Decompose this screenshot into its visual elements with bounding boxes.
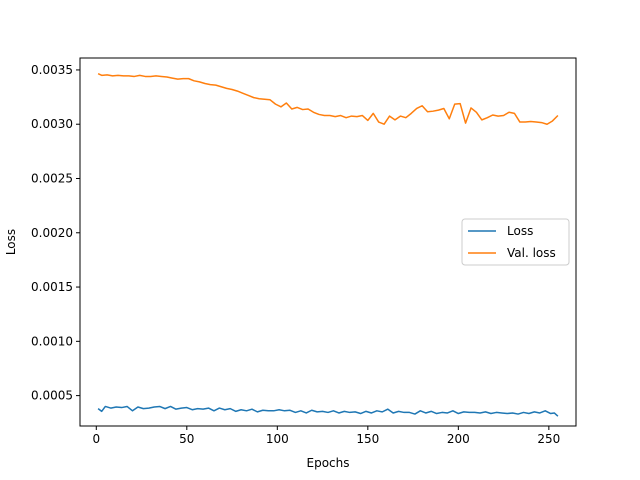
y-axis-ticks: 0.0005 0.0010 0.0015 0.0020 0.0025 0.0030 0.00… bbox=[31, 63, 80, 403]
series-line-val-loss bbox=[97, 73, 559, 125]
x-axis-label: Epochs bbox=[307, 456, 350, 470]
x-tick-label: 200 bbox=[447, 432, 470, 446]
x-tick-label: 50 bbox=[179, 432, 194, 446]
y-tick-label: 0.0010 bbox=[31, 334, 73, 348]
series-layer bbox=[97, 73, 559, 417]
x-axis-ticks: 0 50 100 150 200 250 bbox=[92, 426, 560, 446]
y-tick-label: 0.0015 bbox=[31, 280, 73, 294]
x-tick-label: 150 bbox=[356, 432, 379, 446]
series-line-loss bbox=[97, 405, 559, 417]
legend-entry-label: Val. loss bbox=[507, 246, 556, 260]
x-tick-label: 0 bbox=[92, 432, 100, 446]
y-tick-label: 0.0025 bbox=[31, 171, 73, 185]
y-axis-label: Loss bbox=[4, 229, 18, 255]
plot-area-frame bbox=[79, 57, 577, 427]
y-tick-label: 0.0035 bbox=[31, 63, 73, 77]
legend-entry-label: Loss bbox=[507, 224, 533, 238]
x-tick-label: 100 bbox=[266, 432, 289, 446]
x-tick-label: 250 bbox=[537, 432, 560, 446]
legend: Loss Val. loss bbox=[461, 218, 570, 266]
y-tick-label: 0.0020 bbox=[31, 226, 73, 240]
y-tick-label: 0.0005 bbox=[31, 389, 73, 403]
y-tick-label: 0.0030 bbox=[31, 117, 73, 131]
